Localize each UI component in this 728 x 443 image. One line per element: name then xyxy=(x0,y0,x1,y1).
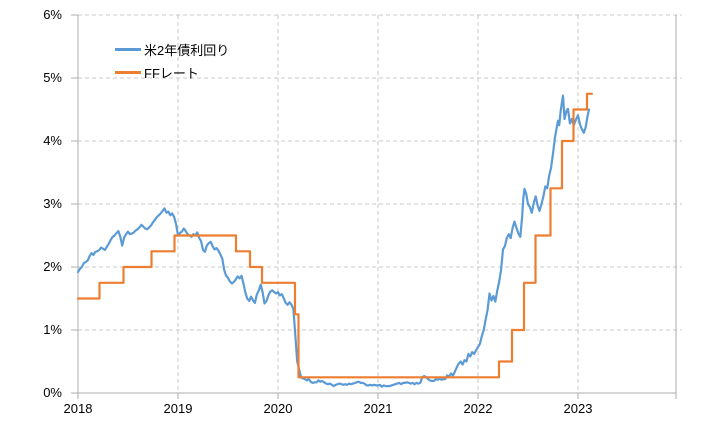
y-tick-label: 1% xyxy=(43,322,62,337)
x-tick-label: 2020 xyxy=(263,401,293,416)
legend: 米2年債利回り FFレート xyxy=(115,38,229,84)
ffrate-line-swatch xyxy=(115,71,141,74)
y-tick-label: 6% xyxy=(43,7,62,22)
y-tick-label: 2% xyxy=(43,259,62,274)
us2y-line-swatch xyxy=(115,48,141,51)
x-tick-label: 2018 xyxy=(63,401,93,416)
y-tick-label: 3% xyxy=(43,196,62,211)
legend-item-us2y: 米2年債利回り xyxy=(115,38,229,61)
us2y-legend-label: 米2年債利回り xyxy=(144,43,230,58)
x-tick-label: 2023 xyxy=(563,401,593,416)
series-line-ffrate xyxy=(76,92,594,379)
x-tick-label: 2019 xyxy=(163,401,193,416)
legend-item-ffrate: FFレート xyxy=(115,61,229,84)
y-tick-label: 4% xyxy=(43,133,62,148)
ffrate-legend-label: FFレート xyxy=(144,66,199,81)
y-tick-label: 5% xyxy=(43,70,62,85)
y-tick-label: 0% xyxy=(43,385,62,400)
x-tick-label: 2021 xyxy=(363,401,393,416)
x-tick-label: 2022 xyxy=(463,401,493,416)
series-line-us2y xyxy=(76,94,591,388)
